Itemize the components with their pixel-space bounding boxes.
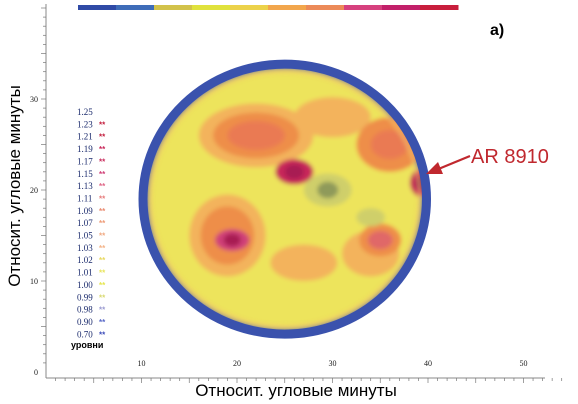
level-value: 0.98 bbox=[77, 305, 93, 315]
levels-legend: 1.25 1.23 ** 1.21 ** 1.19 ** 1.17 ** 1.15 ** 1.13 **… bbox=[77, 107, 106, 339]
disk-regions bbox=[148, 68, 428, 330]
y-tick-label: 30 bbox=[30, 95, 38, 104]
level-value: 1.02 bbox=[77, 255, 93, 265]
level-swatch-marker: ** bbox=[99, 244, 106, 253]
disk-limb-band bbox=[138, 59, 431, 339]
level-value: 1.03 bbox=[77, 243, 93, 253]
x-tick-label: 40 bbox=[424, 359, 432, 368]
x-tick-label: 30 bbox=[329, 359, 337, 368]
region-level-1-05 bbox=[270, 244, 338, 281]
level-value: 1.09 bbox=[77, 206, 93, 216]
level-value: 1.15 bbox=[77, 169, 93, 179]
level-swatch-marker: ** bbox=[99, 120, 106, 129]
level-value: 1.05 bbox=[77, 231, 93, 241]
level-value: 1.07 bbox=[77, 218, 93, 228]
level-swatch-marker: ** bbox=[99, 133, 106, 142]
palette-swatch bbox=[192, 5, 231, 10]
level-swatch-marker: ** bbox=[99, 145, 106, 154]
region-level-0-99 bbox=[356, 208, 386, 227]
x-tick-label: 20 bbox=[233, 359, 241, 368]
y-tick-labels: 0 10 20 30 bbox=[30, 95, 38, 377]
level-swatch-marker: ** bbox=[99, 293, 106, 302]
level-swatch-marker: ** bbox=[99, 269, 106, 278]
x-tick-label: 10 bbox=[138, 359, 146, 368]
level-value: 1.01 bbox=[77, 268, 93, 278]
palette-swatch bbox=[382, 5, 421, 10]
level-swatch-marker: ** bbox=[99, 219, 106, 228]
y-minor-ticks bbox=[41, 7, 46, 364]
level-swatch-marker: ** bbox=[99, 232, 106, 241]
y-tick-label: 20 bbox=[30, 186, 38, 195]
level-swatch-marker: ** bbox=[99, 170, 106, 179]
level-value: 0.90 bbox=[77, 317, 93, 327]
level-value: 1.11 bbox=[77, 193, 92, 203]
y-axis-title: Относит. угловые минуты bbox=[5, 85, 24, 287]
x-minor-ticks bbox=[55, 378, 563, 383]
level-swatch-marker: ** bbox=[99, 281, 106, 290]
level-value: 0.99 bbox=[77, 292, 93, 302]
solar-disk-heatmap bbox=[138, 59, 431, 339]
palette-swatch bbox=[116, 5, 155, 10]
level-swatch-marker: ** bbox=[99, 182, 106, 191]
level-swatch-marker: ** bbox=[99, 194, 106, 203]
palette-swatch bbox=[420, 5, 459, 10]
level-value: 0.70 bbox=[77, 329, 93, 339]
level-value: 1.13 bbox=[77, 181, 93, 191]
level-swatch-marker: ** bbox=[99, 306, 106, 315]
annotation-ar-8910: AR 8910 bbox=[426, 146, 549, 174]
palette-swatch bbox=[268, 5, 307, 10]
region-level-1-11 bbox=[367, 230, 393, 250]
region-level-1-09 bbox=[370, 129, 409, 160]
level-value: 1.23 bbox=[77, 119, 93, 129]
panel-label: a) bbox=[490, 22, 504, 39]
x-axis-title: Относит. угловые минуты bbox=[195, 381, 397, 400]
color-palette-bar bbox=[78, 5, 459, 10]
level-value: 1.17 bbox=[77, 156, 93, 166]
plot-frame bbox=[45, 4, 545, 379]
level-value: 1.25 bbox=[77, 107, 93, 117]
palette-swatch bbox=[306, 5, 345, 10]
palette-swatch bbox=[230, 5, 269, 10]
level-value: 1.21 bbox=[77, 132, 93, 142]
level-swatch-marker: ** bbox=[99, 256, 106, 265]
disk-interior bbox=[147, 68, 428, 331]
level-swatch-marker: ** bbox=[99, 157, 106, 166]
annotation-label: AR 8910 bbox=[471, 146, 549, 168]
level-value: 1.19 bbox=[77, 144, 93, 154]
annotation-arrow-head bbox=[426, 162, 443, 174]
level-swatch-marker: ** bbox=[99, 330, 106, 339]
palette-swatch bbox=[344, 5, 383, 10]
y-tick-label: 10 bbox=[30, 277, 38, 286]
level-swatch-marker: ** bbox=[99, 318, 106, 327]
limb-brightening bbox=[147, 68, 423, 331]
level-swatch-marker: ** bbox=[99, 207, 106, 216]
annotation-arrow-line bbox=[435, 154, 471, 172]
x-tick-label: 50 bbox=[520, 359, 528, 368]
region-level-1-23 bbox=[284, 164, 304, 180]
region-level-1-23 bbox=[223, 233, 241, 247]
palette-swatch bbox=[154, 5, 193, 10]
region-level-1-05 bbox=[294, 97, 371, 138]
region-level-1-09 bbox=[227, 120, 285, 150]
region-level-0-98 bbox=[317, 181, 339, 199]
level-value: 1.00 bbox=[77, 280, 93, 290]
y-tick-label: 0 bbox=[34, 368, 38, 377]
palette-swatch bbox=[78, 5, 117, 10]
levels-title: уровни bbox=[71, 340, 103, 350]
x-tick-labels: 10 20 30 40 50 bbox=[138, 359, 528, 368]
